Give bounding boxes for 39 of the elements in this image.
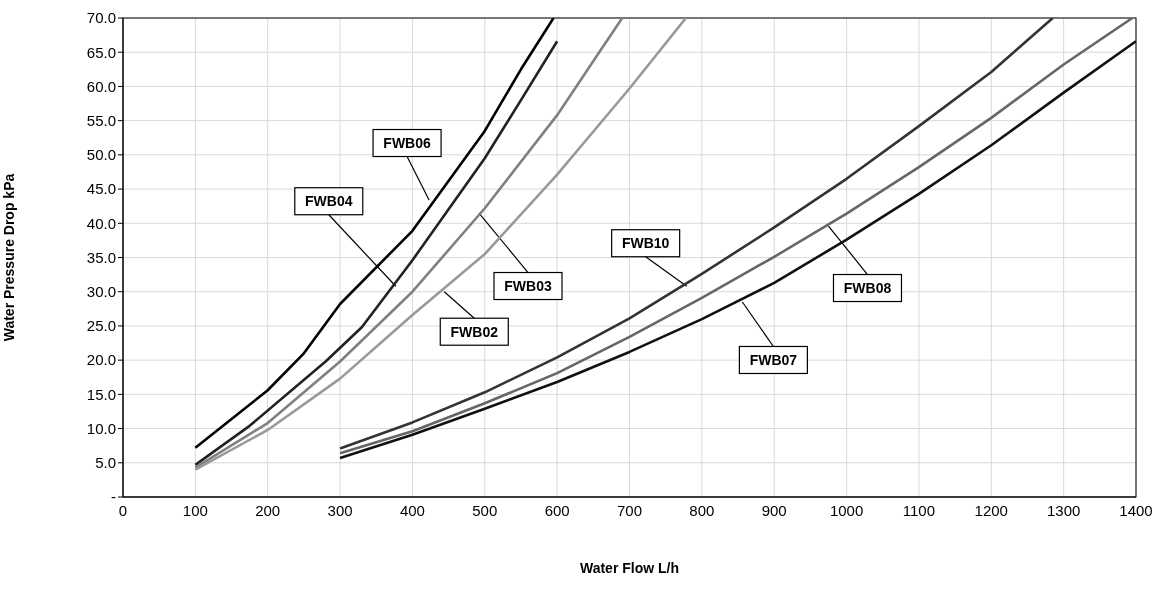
y-tick-label: 70.0 (86, 9, 116, 27)
y-tick-label: 5.0 (95, 454, 116, 472)
x-axis-title: Water Flow L/h (579, 559, 680, 576)
x-tick-label: 700 (616, 501, 643, 519)
annotation: FWB06 (383, 135, 432, 152)
y-tick-label: 25.0 (86, 317, 116, 335)
x-tick-label: 1300 (1046, 501, 1081, 519)
x-tick-label: 100 (182, 501, 208, 519)
y-tick-label: 10.0 (86, 419, 116, 437)
y-tick-label: 35.0 (86, 248, 116, 266)
annotation: FWB10 (621, 235, 670, 252)
x-tick-label: 200 (255, 501, 281, 519)
x-tick-label: 1000 (829, 501, 864, 519)
annotation: FWB08 (843, 280, 892, 297)
x-tick-label: 300 (327, 501, 353, 519)
y-tick-label: 65.0 (86, 43, 116, 61)
y-axis-title: Water Pressure Drop kPa (0, 173, 17, 342)
x-tick-label: 1400 (1119, 501, 1153, 519)
annotation: FWB02 (450, 323, 499, 340)
y-tick-label: 20.0 (86, 351, 116, 369)
y-tick-label: 60.0 (86, 77, 116, 95)
x-tick-label: 800 (689, 501, 715, 519)
x-tick-label: 0 (118, 501, 128, 519)
annotation: FWB03 (504, 278, 552, 295)
y-tick-label: 30.0 (86, 283, 116, 301)
annotation: FWB04 (305, 193, 353, 210)
y-tick-label: 40.0 (86, 214, 116, 232)
y-tick-label: 55.0 (86, 111, 116, 129)
x-tick-label: 600 (544, 501, 570, 519)
x-tick-label: 400 (399, 501, 425, 519)
x-tick-label: 1100 (902, 501, 936, 519)
y-tick-label: 45.0 (86, 180, 116, 198)
y-tick-label: 50.0 (86, 146, 116, 164)
y-tick-label: - (111, 488, 116, 506)
x-tick-label: 500 (472, 501, 498, 519)
x-tick-label: 900 (761, 501, 787, 519)
annotation: FWB07 (749, 351, 798, 368)
x-tick-label: 1200 (974, 501, 1008, 519)
y-tick-label: 15.0 (86, 385, 116, 403)
